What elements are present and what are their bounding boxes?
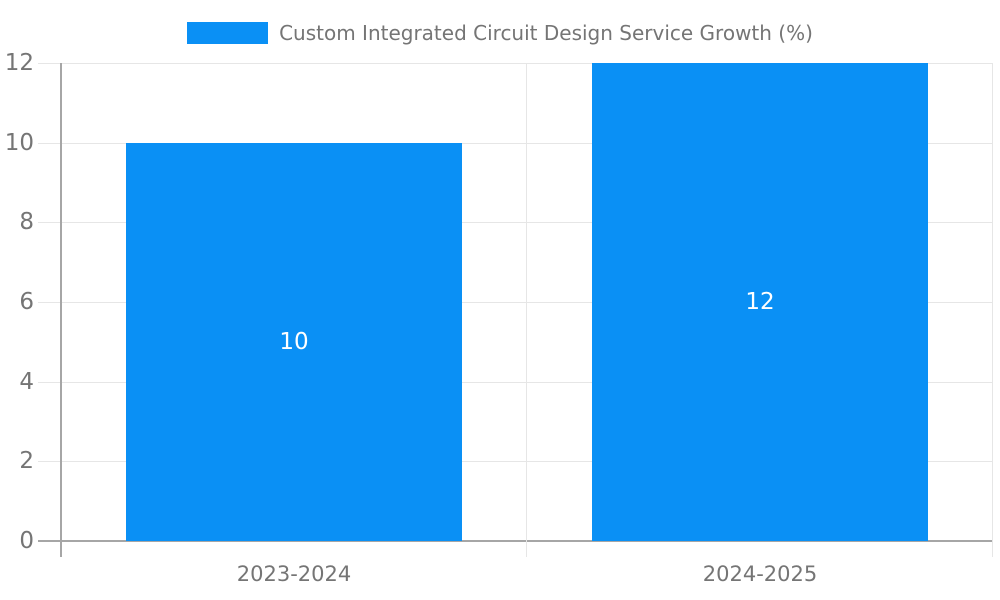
y-gridline <box>38 222 993 223</box>
y-tick-label: 6 <box>19 289 34 315</box>
x-tick-label: 2023-2024 <box>236 562 352 586</box>
bar <box>592 63 928 541</box>
y-tick-label: 8 <box>19 209 34 235</box>
y-tick-label: 2 <box>19 448 34 474</box>
y-axis-line <box>60 63 62 557</box>
x-gridline <box>526 63 527 557</box>
y-tick-label: 4 <box>19 369 34 395</box>
y-gridline <box>38 143 993 144</box>
x-axis-line <box>38 540 993 542</box>
bar <box>126 143 462 541</box>
y-gridline <box>38 382 993 383</box>
legend: Custom Integrated Circuit Design Service… <box>0 20 1000 46</box>
y-gridline <box>38 461 993 462</box>
y-gridline <box>38 63 993 64</box>
y-tick-label: 0 <box>19 528 34 554</box>
x-tick-label: 2024-2025 <box>702 562 818 586</box>
bar-value-label: 10 <box>279 329 309 355</box>
y-gridline <box>38 302 993 303</box>
bar-value-label: 12 <box>745 289 775 315</box>
legend-swatch <box>187 22 269 44</box>
x-gridline <box>992 63 993 557</box>
y-tick-label: 12 <box>4 50 34 76</box>
chart-title: Custom Integrated Circuit Design Service… <box>279 21 813 45</box>
y-tick-label: 10 <box>4 130 34 156</box>
